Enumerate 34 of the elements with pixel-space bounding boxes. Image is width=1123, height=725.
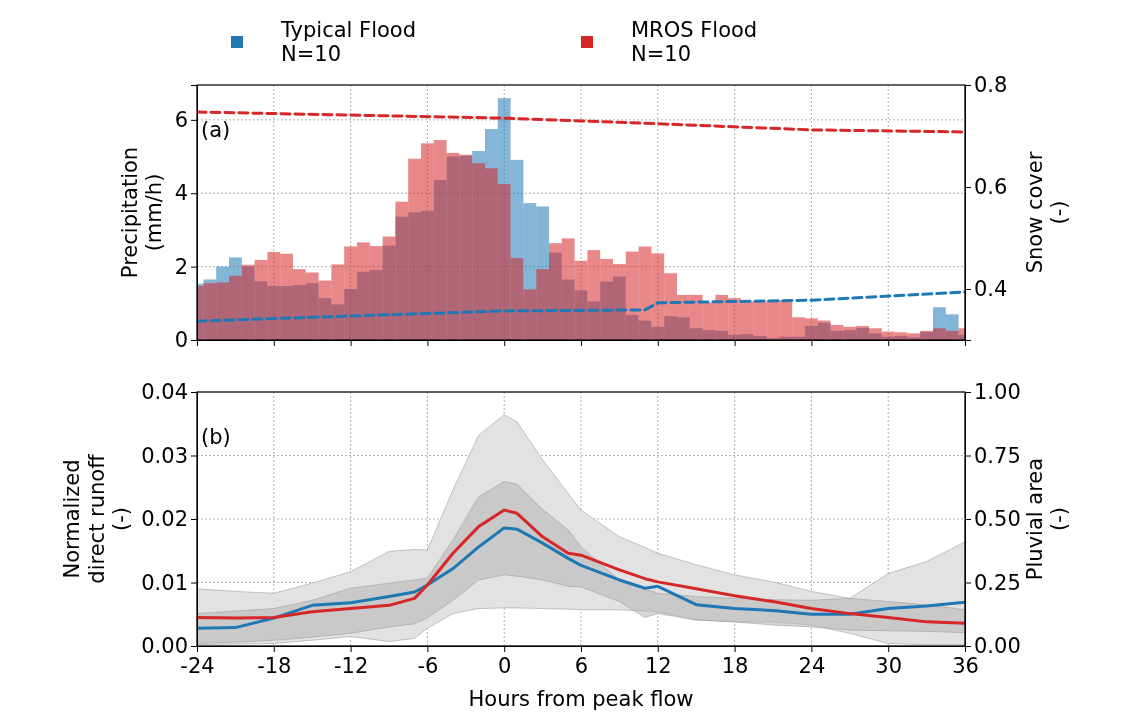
x-tick-label: 12: [644, 653, 672, 678]
y-tick-label: 0.02: [141, 507, 188, 532]
x-tick-label: 36: [952, 653, 979, 678]
y-axis-title: Precipitation (mm/h): [117, 146, 167, 279]
y2-axis-title: Pluvial area (-): [1022, 457, 1072, 581]
legend-label: Typical Flood N=10: [280, 17, 417, 67]
annotation: (b): [201, 425, 231, 449]
y2-tick-label: 0.6: [974, 175, 1008, 200]
y-tick-label: 0.03: [141, 443, 188, 468]
y2-tick-label: 0.8: [974, 73, 1008, 98]
y2-tick-label: 0.75: [974, 443, 1021, 468]
x-tick-label: -18: [257, 653, 292, 678]
x-axis-title: Hours from peak flow: [468, 687, 694, 711]
y-axis-title: Normalized direct runoff (-): [60, 453, 133, 584]
legend-label: MROS Flood N=10: [631, 17, 758, 67]
y2-axis-title: Snow cover (-): [1022, 151, 1072, 274]
x-tick-label: 6: [574, 653, 589, 678]
x-tick-label: -6: [417, 653, 439, 678]
y2-tick-label: 0.50: [974, 507, 1021, 532]
x-tick-label: 24: [798, 653, 826, 678]
x-tick-label: 18: [721, 653, 749, 678]
annotation: (a): [201, 118, 231, 142]
y-tick-label: 2: [174, 254, 188, 279]
x-tick-label: 30: [875, 653, 903, 678]
y-tick-label: 4: [174, 181, 188, 206]
x-tick-label: 0: [498, 653, 512, 678]
y-tick-label: 0.04: [141, 380, 188, 405]
y2-tick-label: 1.00: [974, 380, 1021, 405]
x-tick-label: -12: [333, 653, 369, 678]
y-tick-label: 6: [174, 108, 188, 133]
y2-tick-label: 0.25: [974, 570, 1021, 595]
y-tick-label: 0: [174, 328, 188, 353]
y2-tick-label: 0.4: [974, 277, 1008, 302]
y-tick-label: 0.01: [141, 570, 188, 595]
